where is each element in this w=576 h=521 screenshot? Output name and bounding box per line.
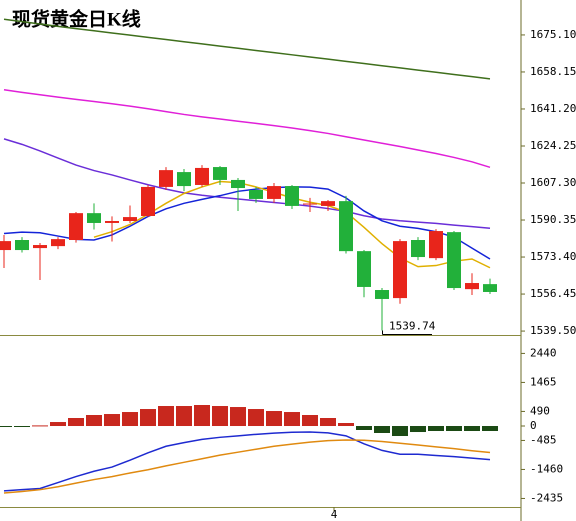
candle-body: [0, 241, 11, 251]
y-tick-label: 2440: [530, 346, 557, 359]
histogram-bar: [50, 422, 66, 427]
candle-body: [375, 290, 389, 299]
line: [3, 439, 491, 494]
histogram-bar: [140, 409, 156, 427]
y-tick-label: 1573.40: [530, 250, 576, 263]
candle-body: [87, 213, 101, 223]
line: [3, 431, 491, 492]
candle-body: [285, 186, 299, 206]
candle-body: [141, 186, 155, 216]
candle-body: [465, 283, 479, 290]
y-tick-label: 1675.10: [530, 28, 576, 41]
y-tick-label: 490: [530, 404, 550, 417]
histogram-bar: [410, 426, 426, 433]
y-tick-label: 1624.25: [530, 139, 576, 152]
histogram-bar: [32, 425, 48, 427]
y-tick-label: 1641.20: [530, 102, 576, 115]
y-tick-label: 1539.50: [530, 324, 576, 337]
histogram-bar: [482, 426, 498, 432]
chart-title: 现货黄金日K线: [12, 7, 141, 30]
histogram-bar: [212, 406, 228, 427]
histogram-bar: [320, 418, 336, 427]
candle-body: [321, 201, 335, 206]
histogram-bar: [392, 426, 408, 437]
candle-body: [267, 186, 281, 199]
candle-body: [177, 172, 191, 187]
y-tick-label: 1658.15: [530, 65, 576, 78]
histogram-bar: [194, 405, 210, 427]
line: [3, 138, 491, 229]
histogram-bar: [266, 411, 282, 427]
annotation: 1539.74: [389, 320, 436, 333]
candle-body: [339, 201, 353, 252]
histogram-bar: [86, 414, 102, 427]
histogram-bar: [302, 414, 318, 427]
candle-body: [195, 167, 209, 185]
histogram-bar: [68, 418, 84, 427]
x-tick-label: 4: [331, 508, 338, 521]
y-tick-label: 1607.30: [530, 176, 576, 189]
y-tick-label: 1556.45: [530, 287, 576, 300]
candle-body: [249, 189, 263, 199]
candle-body: [411, 240, 425, 258]
histogram-bar: [356, 426, 372, 430]
line: [3, 18, 491, 80]
candle-body: [51, 239, 65, 247]
candle-body: [303, 203, 317, 205]
histogram-bar: [446, 426, 462, 432]
histogram-bar: [0, 426, 12, 428]
histogram-bar: [122, 412, 138, 427]
candle-body: [213, 167, 227, 180]
candle-body: [69, 213, 83, 241]
histogram-bar: [14, 426, 30, 428]
candle-body: [33, 245, 47, 249]
candle-body: [231, 179, 245, 189]
y-tick-label: 1465: [530, 375, 557, 388]
candle-body: [429, 231, 443, 259]
y-tick-label: -485: [530, 433, 557, 446]
candle-body: [123, 217, 137, 222]
candle-body: [15, 240, 29, 251]
histogram-bar: [158, 406, 174, 427]
histogram-bar: [464, 426, 480, 432]
y-tick-label: -2435: [530, 491, 563, 504]
y-tick-label: -1460: [530, 462, 563, 475]
histogram-bar: [230, 407, 246, 427]
histogram-bar: [374, 426, 390, 433]
histogram-bar: [104, 414, 120, 427]
histogram-bar: [428, 426, 444, 432]
histogram-bar: [338, 423, 354, 427]
candle-body: [483, 284, 497, 292]
histogram-bar: [248, 409, 264, 427]
candle-body: [393, 241, 407, 299]
candle-body: [159, 170, 173, 187]
histogram-bar: [284, 412, 300, 427]
line: [3, 186, 491, 260]
candle-body: [105, 221, 119, 223]
y-tick-label: 0: [530, 419, 537, 432]
candle-body: [357, 251, 371, 287]
line: [3, 89, 491, 168]
y-tick-label: 1590.35: [530, 213, 576, 226]
candle-body: [447, 232, 461, 289]
histogram-bar: [176, 406, 192, 427]
